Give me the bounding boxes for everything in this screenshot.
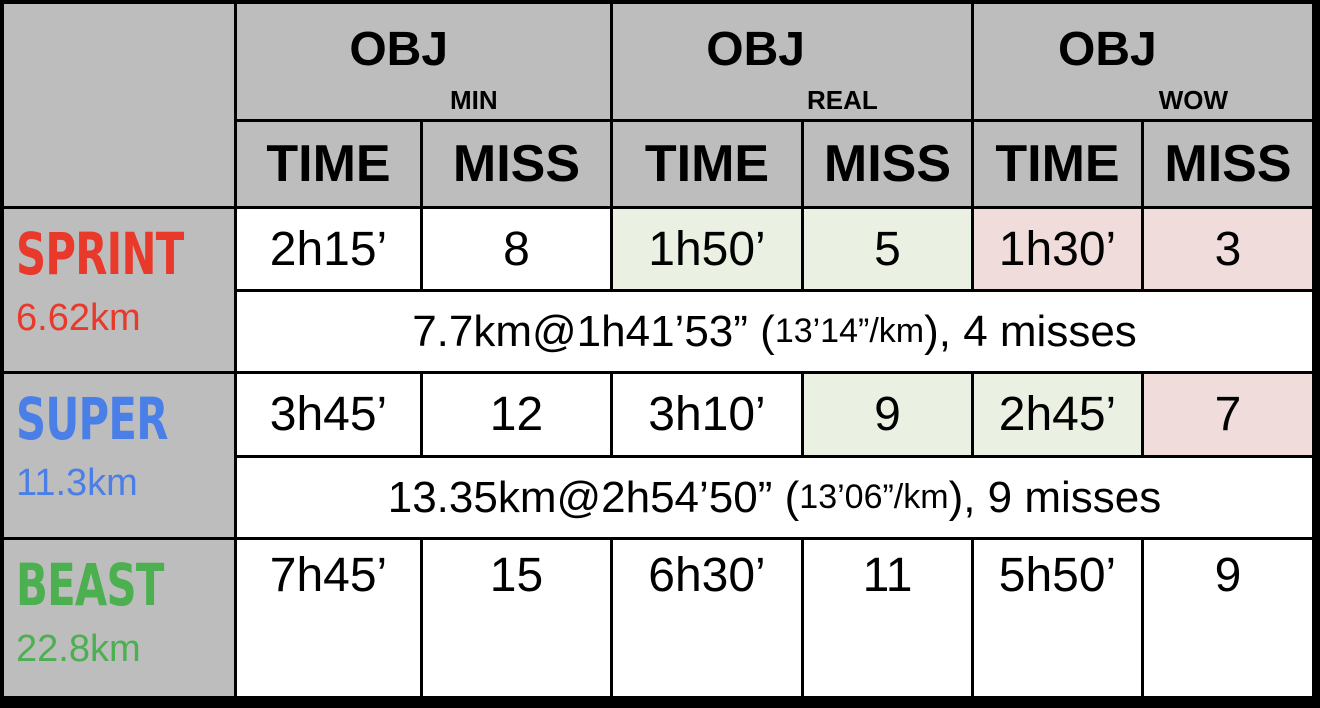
group-main-label: OBJ — [349, 23, 449, 76]
group-header-obj-min: OBJ MIN — [237, 4, 610, 119]
column-header-miss: MISS — [1144, 122, 1312, 206]
cell-real-time: 3h10’ — [613, 374, 801, 455]
race-distance: 11.3km — [16, 462, 138, 504]
cell-wow-time: 5h50’ — [974, 540, 1141, 696]
group-sub-label: REAL — [806, 85, 878, 115]
cell-min-time: 3h45’ — [237, 374, 420, 455]
cell-wow-time: 2h45’ — [974, 374, 1141, 455]
super-result-summary: 13.35km@2h54’50” (13’06”/km), 9 misses — [237, 458, 1312, 537]
column-header-miss: MISS — [804, 122, 971, 206]
group-sub-label: MIN — [450, 85, 498, 115]
column-header-time: TIME — [613, 122, 801, 206]
summary-end: ), 4 misses — [924, 306, 1137, 356]
cell-wow-miss: 3 — [1144, 209, 1312, 289]
race-label-super: SUPER 11.3km — [4, 374, 234, 537]
cell-real-miss: 9 — [804, 374, 971, 455]
race-name: BEAST — [16, 551, 164, 619]
summary-pace: 13’06”/km — [799, 478, 949, 516]
race-name: SPRINT — [16, 220, 184, 288]
race-distance: 22.8km — [16, 628, 141, 670]
column-header-time: TIME — [974, 122, 1141, 206]
sprint-result-summary: 7.7km@1h41’53” (13’14”/km), 4 misses — [237, 292, 1312, 371]
cell-min-miss: 12 — [423, 374, 610, 455]
summary-main: 7.7km@1h41’53” ( — [412, 306, 775, 356]
column-header-miss: MISS — [423, 122, 610, 206]
group-header-obj-wow: OBJ WOW — [974, 4, 1312, 119]
summary-pace: 13’14”/km — [774, 312, 925, 350]
cell-real-miss: 5 — [804, 209, 971, 289]
summary-end: ), 9 misses — [948, 472, 1162, 522]
group-main-label: OBJ — [1057, 23, 1157, 76]
cell-min-time: 7h45’ — [237, 540, 420, 696]
cell-wow-time: 1h30’ — [974, 209, 1141, 289]
group-main-label: OBJ — [706, 23, 805, 76]
group-sub-label: WOW — [1158, 85, 1228, 115]
race-distance: 6.62km — [16, 297, 141, 339]
cell-min-miss: 15 — [423, 540, 610, 696]
cell-real-time: 6h30’ — [613, 540, 801, 696]
column-header-time: TIME — [237, 122, 420, 206]
cell-wow-miss: 9 — [1144, 540, 1312, 696]
group-header-obj-real: OBJ REAL — [613, 4, 971, 119]
summary-main: 13.35km@2h54’50” ( — [387, 472, 800, 522]
cell-wow-miss: 7 — [1144, 374, 1312, 455]
race-label-beast: BEAST 22.8km — [4, 540, 234, 696]
cell-min-time: 2h15’ — [237, 209, 420, 289]
results-table: OBJ MIN OBJ REAL OBJ WOW TIME MISS TIME MIS… — [4, 4, 1312, 696]
cell-min-miss: 8 — [423, 209, 610, 289]
race-name: SUPER — [16, 385, 168, 453]
cell-real-miss: 11 — [804, 540, 971, 696]
race-label-sprint: SPRINT 6.62km — [4, 209, 234, 371]
header-corner — [4, 4, 234, 206]
cell-real-time: 1h50’ — [613, 209, 801, 289]
